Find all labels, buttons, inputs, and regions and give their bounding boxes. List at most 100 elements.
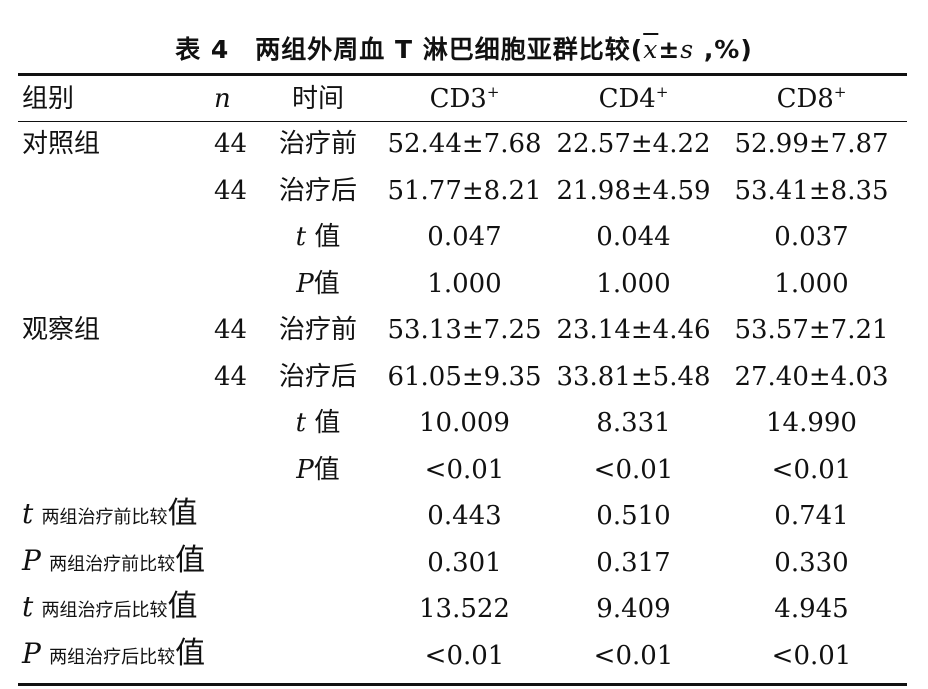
header-cd3: CD3+: [378, 76, 551, 121]
header-cd3-plus: +: [486, 82, 500, 101]
cell-time: 治疗前: [278, 315, 357, 346]
t-symbol: t: [22, 590, 34, 624]
cell-cd8: 0.037: [774, 222, 849, 253]
header-cd8: CD8+: [716, 76, 907, 121]
cell-cd3: 10.009: [419, 408, 510, 439]
cell-cd8: 52.99±7.87: [734, 129, 889, 160]
cell-cd3: 51.77±8.21: [387, 175, 542, 206]
t-symbol: t: [295, 222, 307, 253]
p-symbol: P: [296, 268, 314, 299]
cell-cd3: 1.000: [427, 268, 502, 299]
label-p-between-after: P 两组治疗后比较值: [18, 633, 378, 680]
cell-cd4: 1.000: [596, 268, 671, 299]
header-cd4: CD4+: [551, 76, 716, 121]
caption-mean-symbol: x: [643, 35, 659, 64]
top-rule: [18, 73, 907, 76]
caption-sd-symbol: s: [680, 35, 695, 64]
table-row: 44 治疗后 51.77±8.21 21.98±4.59 53.41±8.35: [18, 168, 907, 215]
label-p-between-before: P 两组治疗前比较值: [18, 540, 378, 587]
cell-time: 治疗后: [278, 361, 357, 392]
cell-cd4: 8.331: [596, 408, 671, 439]
value-suffix: 值: [314, 408, 341, 439]
cell-time: t 值: [258, 400, 378, 447]
value-suffix: 值: [175, 635, 206, 671]
cell-cd4: 23.14±4.46: [556, 315, 711, 346]
table-row: P 两组治疗后比较值 <0.01 <0.01 <0.01: [18, 633, 907, 680]
table-row: t 两组治疗前比较值 0.443 0.510 0.741: [18, 493, 907, 540]
data-table: 组别 n 时间 CD3+ CD4+ CD8+ 对照组 44 治疗前 52.44±…: [18, 76, 907, 679]
cell-cd8: 1.000: [774, 268, 849, 299]
cell-cd8: 0.741: [774, 501, 849, 532]
table-row: t 值 0.047 0.044 0.037: [18, 214, 907, 261]
cell-cd3: <0.01: [424, 640, 505, 671]
group-name-control: 对照组: [22, 129, 101, 160]
cell-cd3: 52.44±7.68: [387, 129, 542, 160]
table-row: t 两组治疗后比较值 13.522 9.409 4.945: [18, 586, 907, 633]
group-name-observation: 观察组: [22, 315, 101, 346]
cell-n: 44: [214, 361, 248, 392]
p-symbol: P: [296, 454, 314, 485]
table-caption: 表 4 两组外周血 T 淋巴细胞亚群比较(x±s ,%): [0, 30, 928, 66]
cell-cd4: 0.044: [596, 222, 671, 253]
label-sub: 两组治疗前比较: [41, 507, 168, 529]
cell-cd4: <0.01: [593, 640, 674, 671]
cell-cd3: 53.13±7.25: [387, 315, 542, 346]
header-cd4-label: CD4: [598, 83, 656, 114]
table-row: t 值 10.009 8.331 14.990: [18, 400, 907, 447]
cell-cd3: 13.522: [419, 594, 510, 625]
cell-cd4: 0.317: [596, 547, 671, 578]
cell-cd4: 21.98±4.59: [556, 175, 711, 206]
header-cd3-label: CD3: [429, 83, 487, 114]
label-t-between-after: t 两组治疗后比较值: [18, 586, 378, 633]
value-suffix: 值: [175, 542, 206, 578]
t-symbol: t: [22, 497, 34, 531]
table-row: P 两组治疗前比较值 0.301 0.317 0.330: [18, 540, 907, 587]
cell-cd8: <0.01: [771, 454, 852, 485]
caption-suffix: ,%): [694, 35, 753, 64]
cell-cd8: 4.945: [774, 594, 849, 625]
header-time: 时间: [291, 83, 344, 114]
header-cd8-label: CD8: [776, 83, 834, 114]
cell-n: 44: [214, 129, 248, 160]
cell-cd8: 53.57±7.21: [734, 315, 889, 346]
cell-n: 44: [214, 315, 248, 346]
cell-cd3: 0.047: [427, 222, 502, 253]
p-symbol: P: [22, 543, 41, 577]
value-suffix: 值: [167, 496, 198, 532]
value-suffix: 值: [314, 222, 341, 253]
header-rule: [18, 121, 907, 122]
cell-time: P值: [258, 447, 378, 494]
label-sub: 两组治疗前比较: [49, 553, 176, 575]
cell-n: 44: [214, 175, 248, 206]
table-row: P值 1.000 1.000 1.000: [18, 261, 907, 308]
label-sub: 两组治疗后比较: [41, 600, 168, 622]
t-symbol: t: [295, 408, 307, 439]
cell-cd8: <0.01: [771, 640, 852, 671]
table-row: 对照组 44 治疗前 52.44±7.68 22.57±4.22 52.99±7…: [18, 121, 907, 168]
value-suffix: 值: [313, 454, 340, 485]
label-t-between-before: t 两组治疗前比较值: [18, 493, 378, 540]
label-sub: 两组治疗后比较: [49, 646, 176, 668]
table-row: 观察组 44 治疗前 53.13±7.25 23.14±4.46 53.57±7…: [18, 307, 907, 354]
cell-cd3: 0.301: [427, 547, 502, 578]
caption-pm: ±: [658, 35, 681, 64]
cell-cd4: 9.409: [596, 594, 671, 625]
cell-cd3: 0.443: [427, 501, 502, 532]
p-symbol: P: [22, 636, 41, 670]
cell-time: t 值: [258, 214, 378, 261]
header-row: 组别 n 时间 CD3+ CD4+ CD8+: [18, 76, 907, 121]
value-suffix: 值: [313, 268, 340, 299]
cell-cd4: 33.81±5.48: [556, 361, 711, 392]
cell-time: P值: [258, 261, 378, 308]
caption-prefix: 表 4 两组外周血 T 淋巴细胞亚群比较(: [175, 35, 644, 64]
header-cd4-plus: +: [655, 82, 669, 101]
value-suffix: 值: [167, 589, 198, 625]
cell-time: 治疗前: [278, 129, 357, 160]
cell-cd3: <0.01: [424, 454, 505, 485]
cell-cd8: 0.330: [774, 547, 849, 578]
header-group: 组别: [22, 83, 75, 114]
bottom-rule: [18, 683, 907, 686]
cell-cd8: 53.41±8.35: [734, 175, 889, 206]
table-row: P值 <0.01 <0.01 <0.01: [18, 447, 907, 494]
cell-cd8: 14.990: [766, 408, 857, 439]
